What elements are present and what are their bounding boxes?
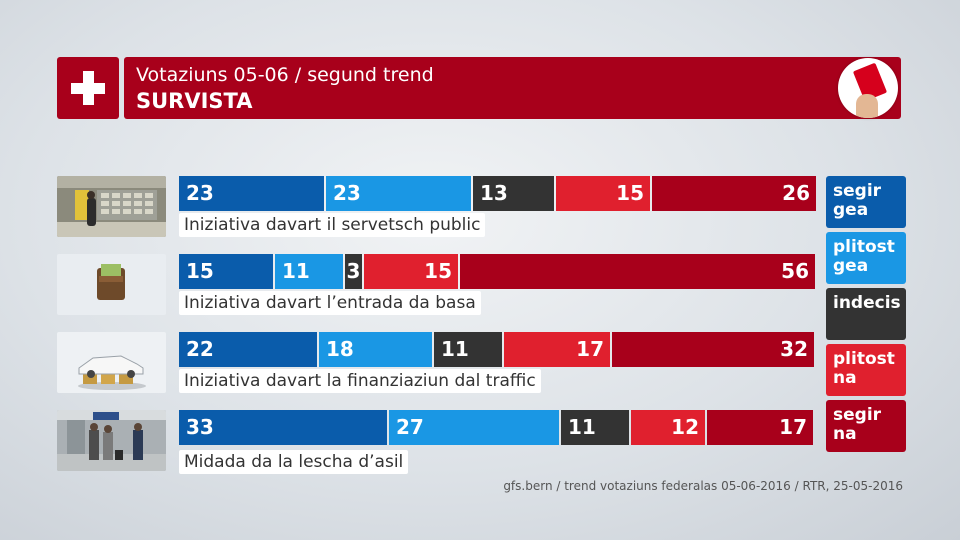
bar-segment-segir-gea: 33 <box>179 410 387 445</box>
bar-segment-segir-na: 56 <box>460 254 815 289</box>
bar-segment-indecis: 3 <box>345 254 362 289</box>
swiss-flag-icon <box>57 57 119 119</box>
bar-segment-plitost-gea: 18 <box>319 332 432 367</box>
bar-segment-indecis: 11 <box>561 410 629 445</box>
chart-subtitle: Votaziuns 05-06 / segund trend <box>136 64 434 86</box>
legend-segir-gea: segir gea <box>826 176 906 228</box>
bar-segment-segir-gea: 15 <box>179 254 273 289</box>
bar-segment-plitost-gea: 23 <box>326 176 471 211</box>
category-label: Iniziativa davart il servetsch public <box>179 213 486 237</box>
bar-segment-plitost-na: 17 <box>504 332 610 367</box>
bar-segment-segir-gea: 22 <box>179 332 317 367</box>
bar-segment-segir-na: 26 <box>652 176 816 211</box>
legend-plitost-na: plitost na <box>826 344 906 396</box>
bar-segment-indecis: 11 <box>434 332 502 367</box>
category-label: Iniziativa davart l’entrada da basa <box>179 291 481 315</box>
wallet-photo <box>57 254 166 315</box>
bar-segment-segir-na: 32 <box>612 332 814 367</box>
legend-segir-na: segir na <box>826 400 906 452</box>
chart-title: SURVISTA <box>136 89 253 113</box>
category-label: Iniziativa davart la finanziaziun dal tr… <box>179 369 541 393</box>
bar-row-2: 22 18 11 17 32 <box>179 332 816 367</box>
bar-segment-plitost-na: 15 <box>364 254 458 289</box>
category-label: Midada da la lescha d’asil <box>179 450 409 474</box>
bar-row-1: 15 11 3 15 56 <box>179 254 816 289</box>
bar-row-0: 23 23 13 15 26 <box>179 176 816 211</box>
car-on-coins-photo <box>57 332 166 393</box>
bar-segment-plitost-na: 12 <box>631 410 705 445</box>
bar-segment-segir-na: 17 <box>707 410 813 445</box>
bar-segment-segir-gea: 23 <box>179 176 324 211</box>
asylum-seekers-photo <box>57 410 166 471</box>
legend-indecis: indecis <box>826 288 906 340</box>
ballot-card-icon <box>838 58 898 118</box>
bar-segment-plitost-gea: 11 <box>275 254 343 289</box>
source-note: gfs.bern / trend votaziuns federalas 05-… <box>503 479 903 493</box>
post-office-counter-photo <box>57 176 166 237</box>
bar-segment-plitost-na: 15 <box>556 176 650 211</box>
bar-row-3: 33 27 11 12 17 <box>179 410 816 445</box>
bar-segment-indecis: 13 <box>473 176 554 211</box>
header-banner: Votaziuns 05-06 / segund trend SURVISTA <box>124 57 901 119</box>
bar-segment-plitost-gea: 27 <box>389 410 559 445</box>
legend-plitost-gea: plitost gea <box>826 232 906 284</box>
